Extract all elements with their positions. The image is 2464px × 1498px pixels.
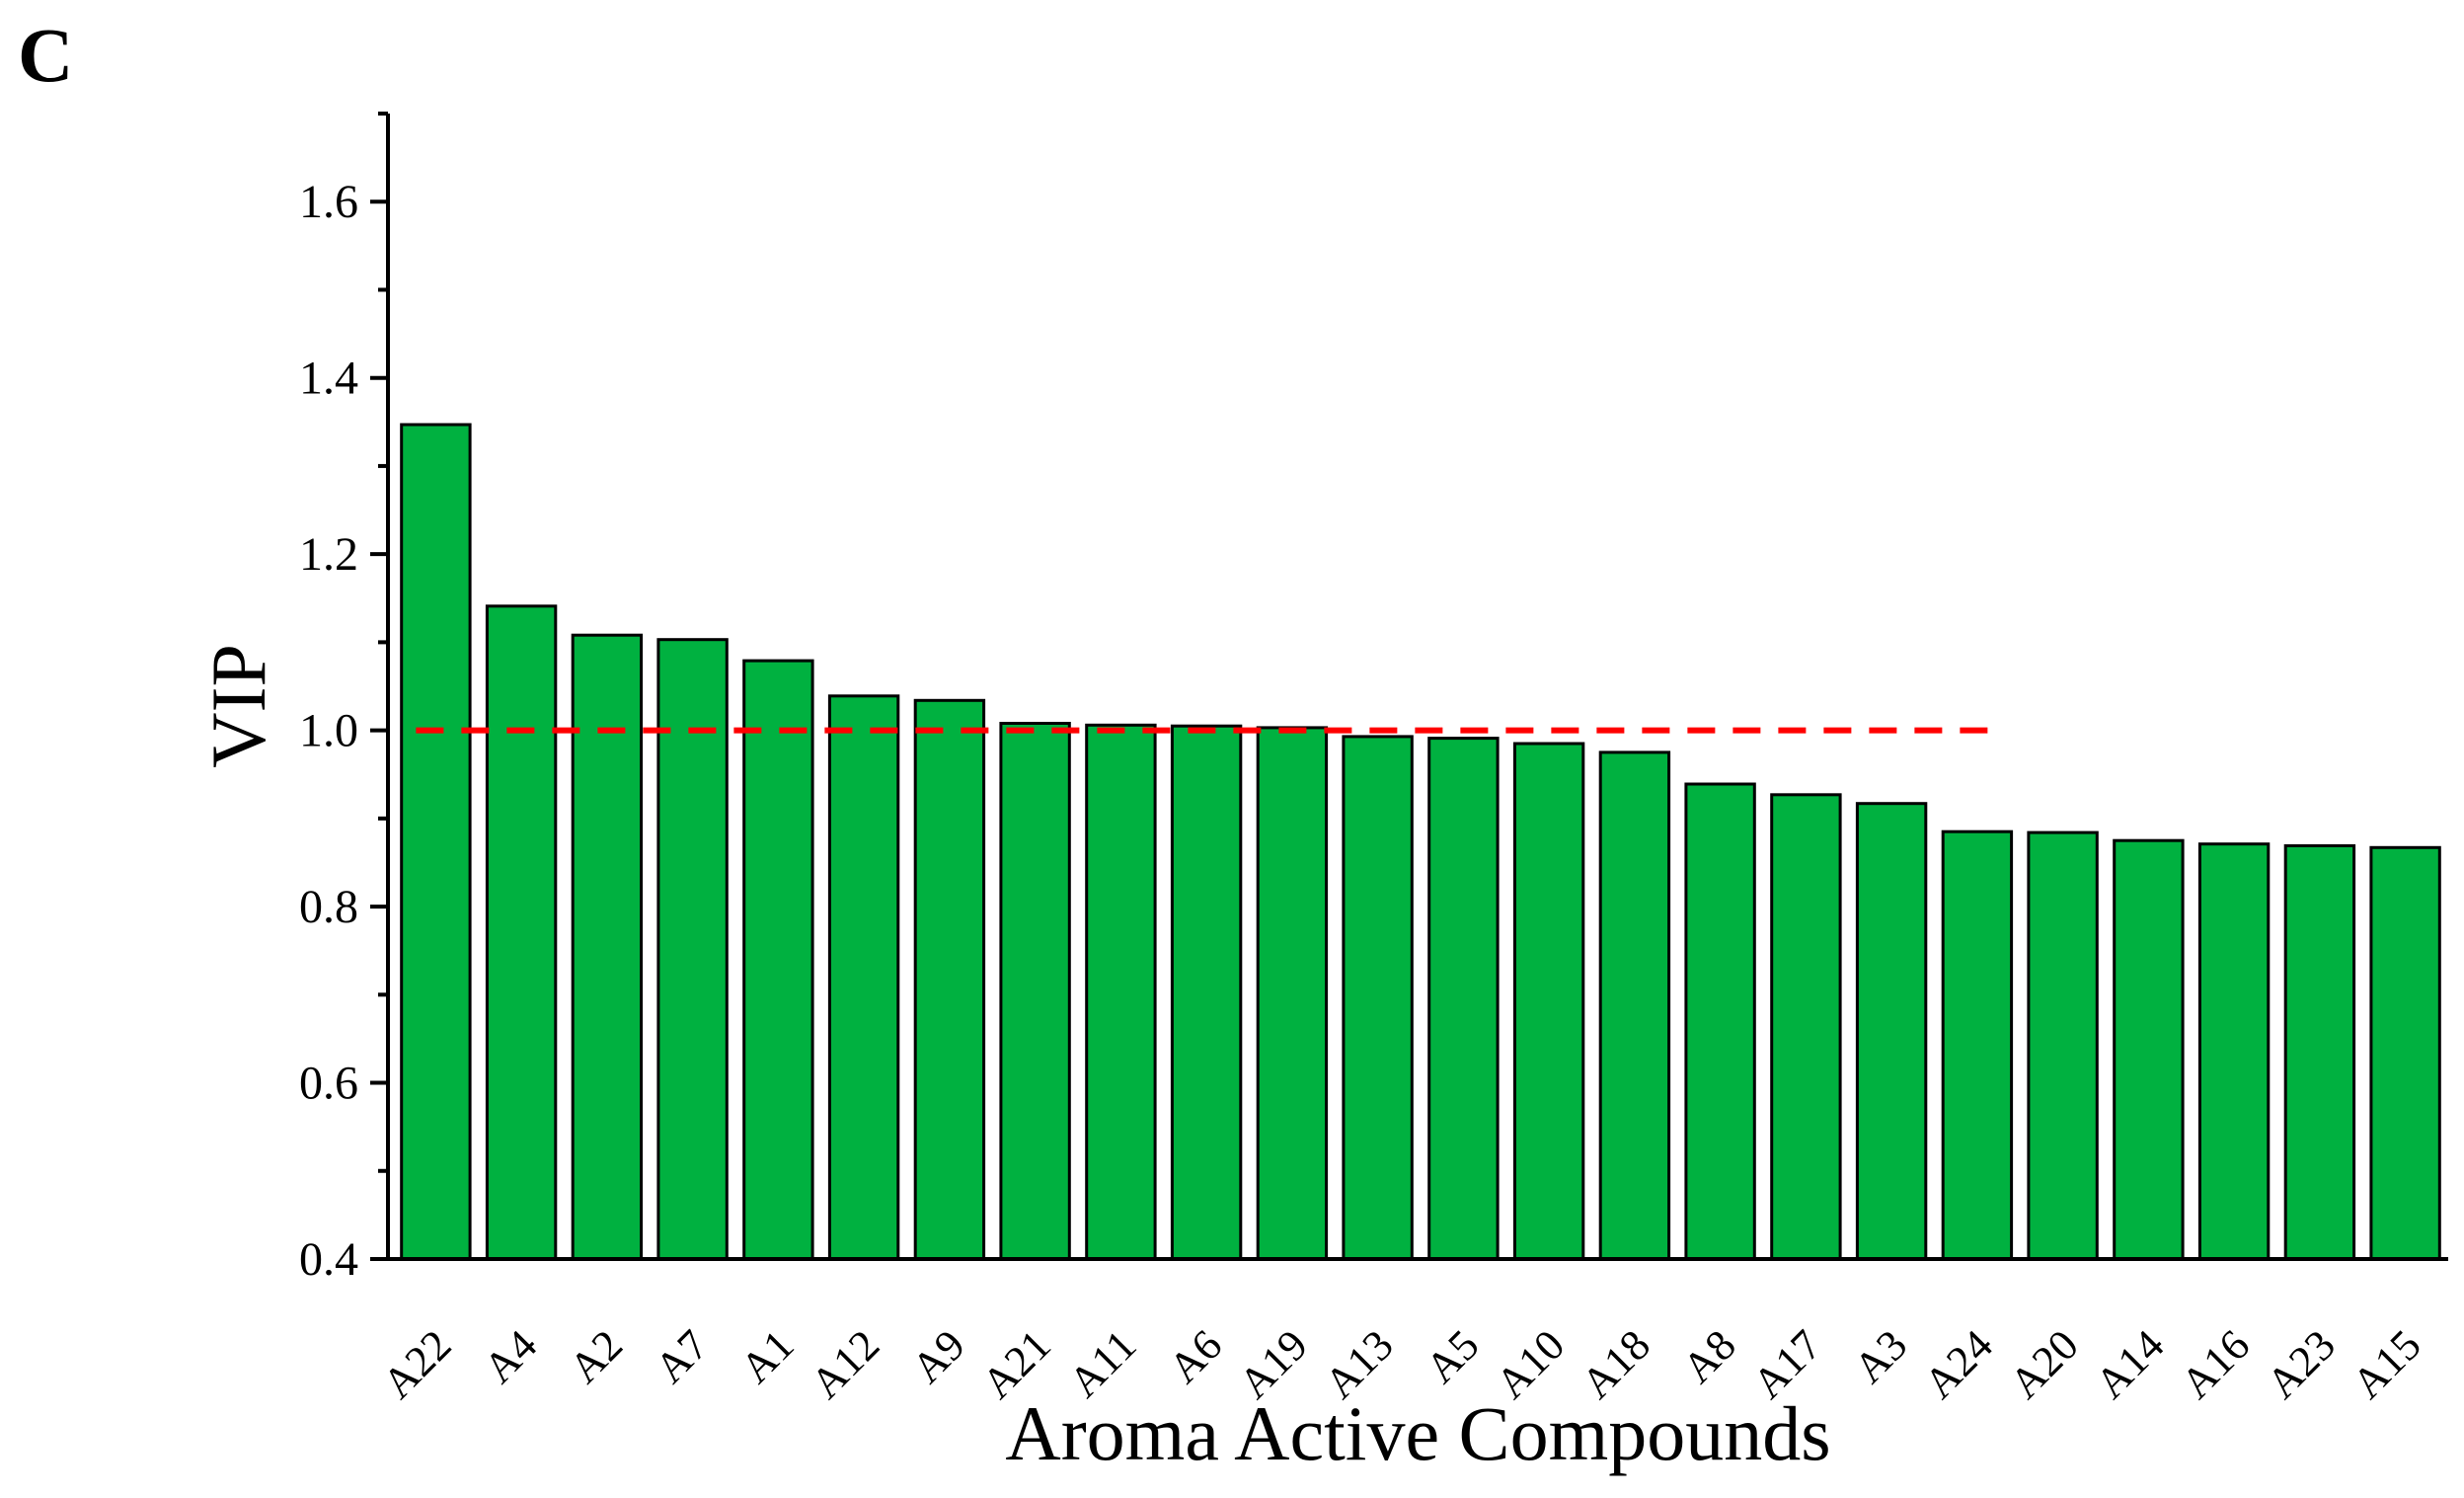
- bar-a1: [742, 659, 814, 1261]
- bar-a18: [1598, 750, 1671, 1261]
- bar-a5: [1427, 737, 1500, 1261]
- bar-a23: [2283, 844, 2356, 1261]
- x-axis-title: Aroma Active Compounds: [1005, 1390, 1830, 1476]
- x-tick-label-a5: A5: [1417, 1320, 1489, 1392]
- bar-a21: [999, 722, 1071, 1261]
- x-tick-label-a8: A8: [1673, 1320, 1745, 1392]
- bar-a16: [2197, 842, 2271, 1261]
- bar-a8: [1684, 782, 1756, 1261]
- x-tick-label-a16: A16: [2172, 1320, 2259, 1407]
- y-tick-label: 1.2: [299, 528, 358, 581]
- bar-a14: [2113, 838, 2185, 1261]
- x-tick-label-a20: A20: [2000, 1320, 2087, 1407]
- axes-layer: [370, 112, 2448, 1261]
- x-tick-label-a4: A4: [475, 1320, 547, 1392]
- bar-a20: [2027, 830, 2099, 1261]
- bar-a9: [913, 698, 986, 1261]
- bar-a3: [1855, 802, 1928, 1261]
- bar-a19: [1256, 726, 1329, 1261]
- x-tick-label-a7: A7: [646, 1320, 718, 1392]
- x-tick-label-a1: A1: [732, 1320, 804, 1392]
- y-tick-label: 1.6: [299, 176, 358, 228]
- y-tick-label: 1.0: [299, 705, 358, 757]
- x-tick-label-a9: A9: [902, 1320, 974, 1392]
- y-axis-title: VIP: [195, 644, 281, 768]
- x-tick-label-a3: A3: [1845, 1320, 1917, 1392]
- bar-a22: [400, 423, 472, 1261]
- bar-a7: [656, 638, 729, 1261]
- x-tick-label-a14: A14: [2086, 1320, 2173, 1407]
- bar-a11: [1085, 723, 1157, 1261]
- x-tick-label-a24: A24: [1915, 1320, 2002, 1407]
- bar-a6: [1170, 724, 1243, 1261]
- bar-a2: [571, 633, 644, 1261]
- y-tick-label: 0.4: [299, 1233, 358, 1286]
- bar-a13: [1342, 735, 1414, 1261]
- x-tick-label-a23: A23: [2258, 1320, 2345, 1407]
- x-tick-label-a22: A22: [373, 1320, 460, 1407]
- bar-a10: [1512, 742, 1585, 1261]
- bars-layer: [400, 423, 2441, 1261]
- bar-a12: [827, 694, 900, 1261]
- bar-a15: [2369, 845, 2441, 1261]
- y-tick-label: 0.6: [299, 1058, 358, 1110]
- x-tick-label-a2: A2: [560, 1320, 632, 1392]
- y-tick-label: 0.8: [299, 881, 358, 933]
- panel-label: C: [18, 12, 73, 98]
- bar-a17: [1770, 793, 1842, 1261]
- x-tick-label-a15: A15: [2343, 1320, 2429, 1407]
- x-tick-label-a12: A12: [802, 1320, 888, 1407]
- x-tick-label-a6: A6: [1160, 1320, 1232, 1392]
- bar-a24: [1941, 829, 2014, 1261]
- bar-a4: [485, 604, 558, 1261]
- y-tick-label: 1.4: [299, 353, 358, 405]
